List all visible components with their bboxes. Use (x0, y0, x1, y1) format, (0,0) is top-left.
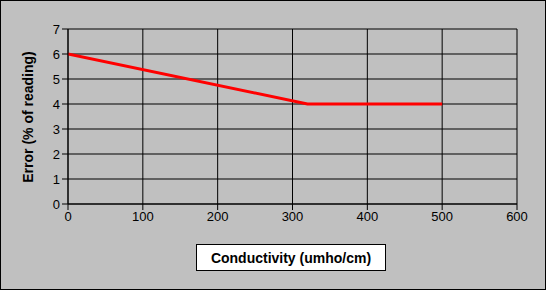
svg-text:300: 300 (282, 209, 304, 224)
svg-text:1: 1 (53, 172, 60, 187)
svg-text:100: 100 (132, 209, 154, 224)
svg-text:7: 7 (53, 22, 60, 37)
html-text:Conductivity (umho/cm): Conductivity (umho/cm) (210, 249, 372, 266)
html-text:Error (% of reading): Error (% of reading) (20, 51, 36, 183)
svg-text:5: 5 (53, 72, 60, 87)
svg-text:3: 3 (53, 122, 60, 137)
svg-text:200: 200 (207, 209, 229, 224)
svg-text:500: 500 (431, 209, 453, 224)
svg-text:600: 600 (506, 209, 528, 224)
svg-text:0: 0 (64, 209, 71, 224)
svg-text:4: 4 (53, 97, 60, 112)
svg-text:2: 2 (53, 147, 60, 162)
svg-text:6: 6 (53, 47, 60, 62)
svg-text:0: 0 (53, 197, 60, 212)
svg-text:400: 400 (356, 209, 378, 224)
